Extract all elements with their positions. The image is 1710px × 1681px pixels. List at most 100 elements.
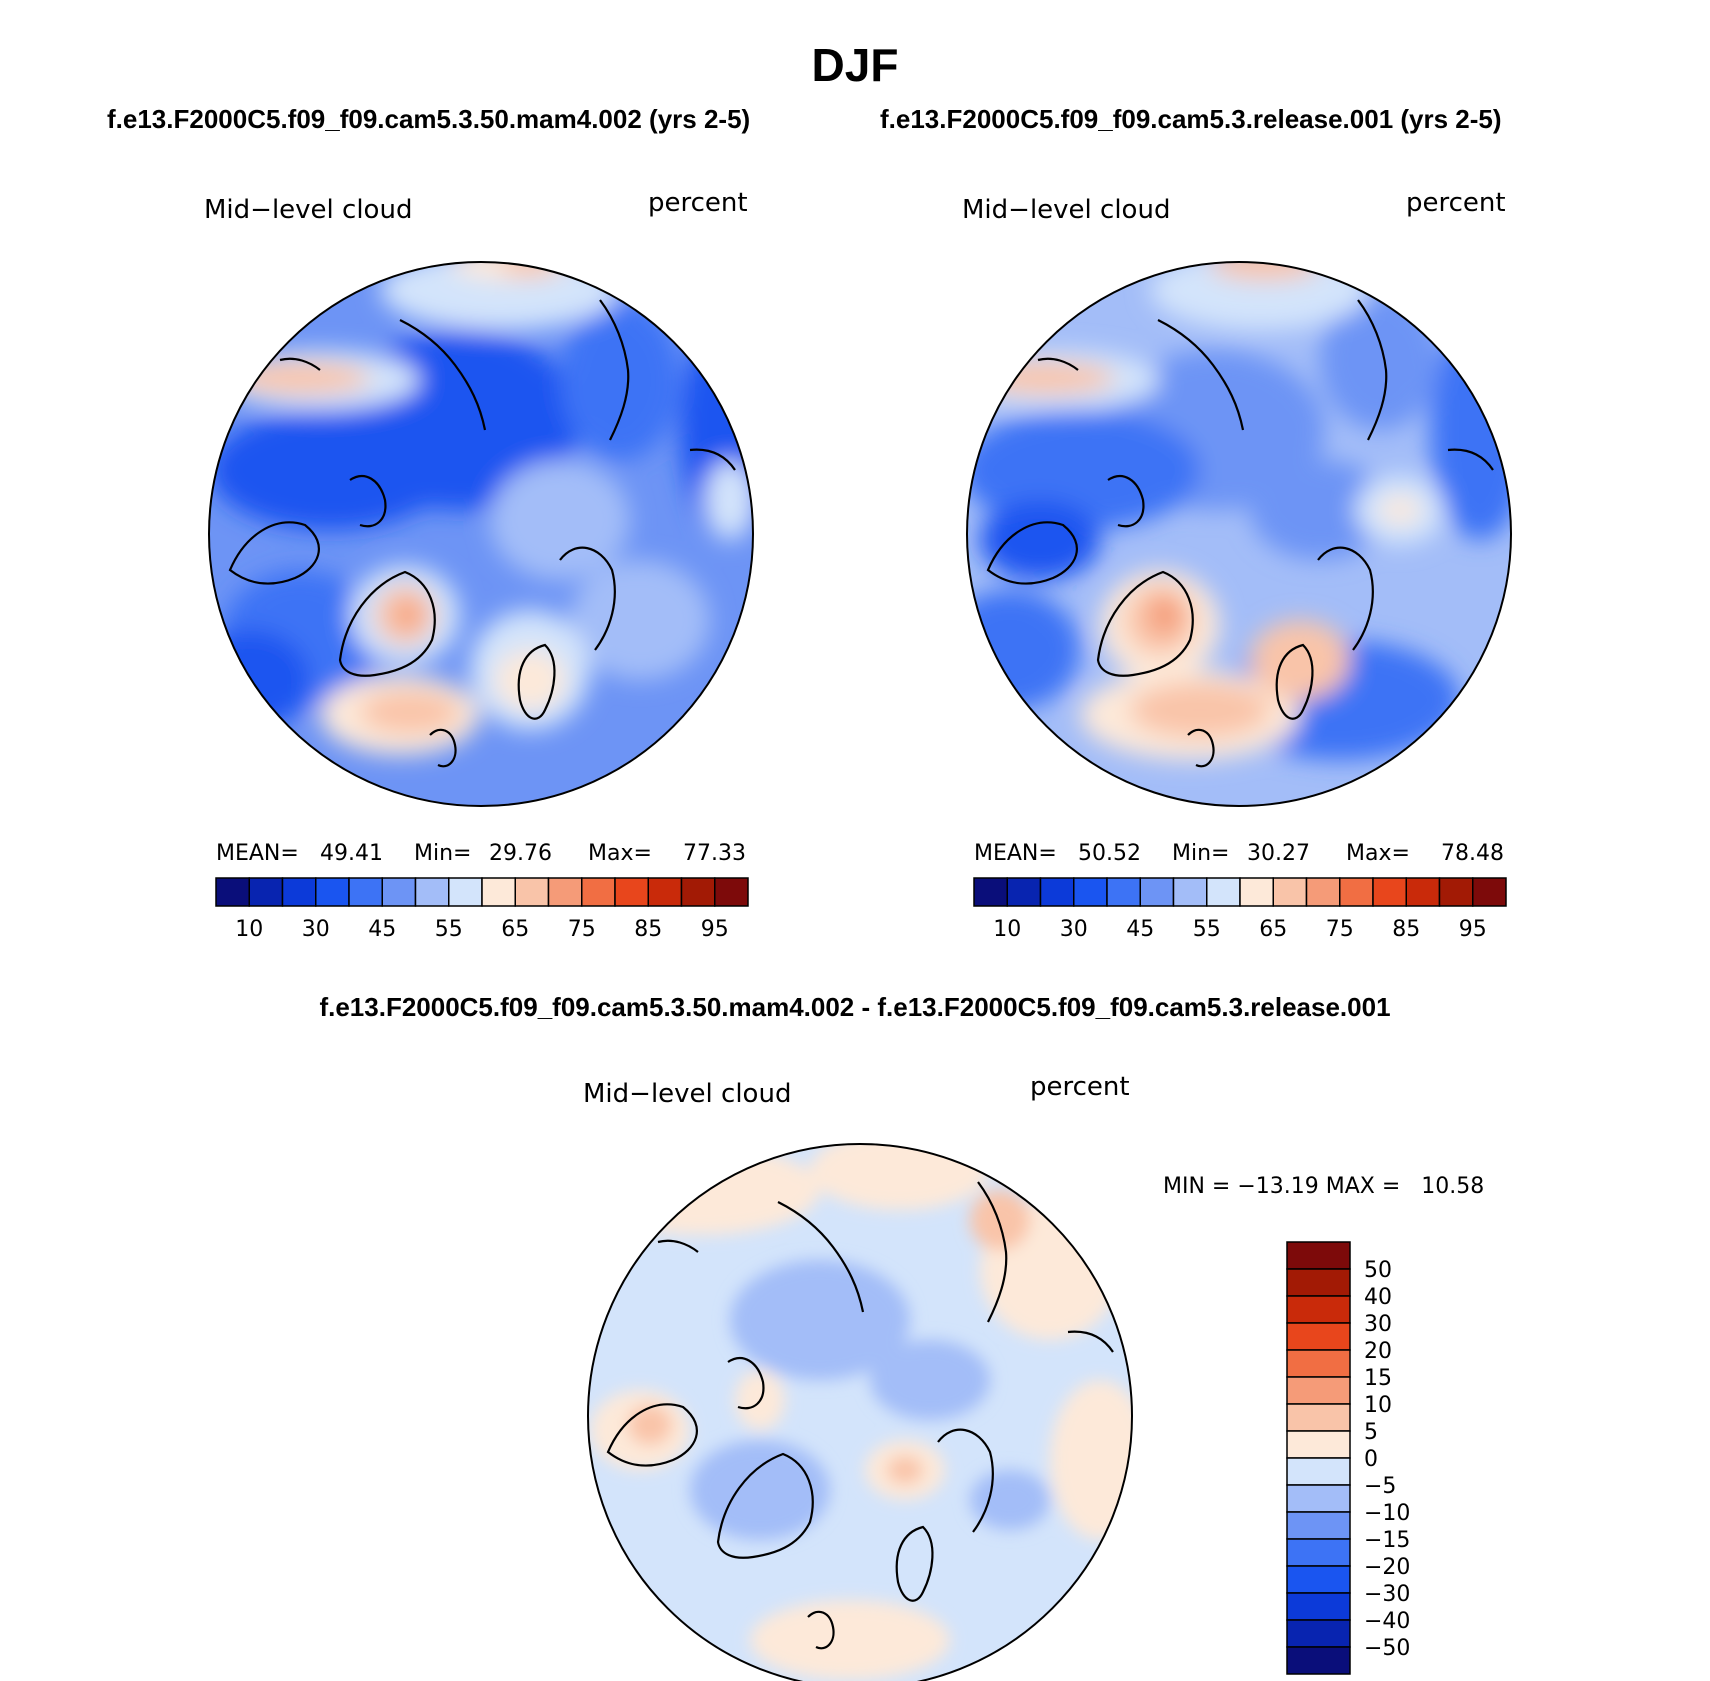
colorbar-right-swatch <box>1139 877 1175 907</box>
colorbar-diff-tick-label: −40 <box>1364 1609 1410 1634</box>
mean-value-right: 50.52 <box>1078 841 1141 866</box>
colorbar-left-swatch <box>647 877 683 907</box>
colorbar-diff-tick-label: −10 <box>1364 1501 1410 1526</box>
variable-label-right: Mid−level cloud <box>962 195 1170 225</box>
min-value-left: 29.76 <box>489 841 552 866</box>
colorbar-right-swatch <box>1006 877 1042 907</box>
colorbar-right-swatch <box>1472 877 1507 907</box>
colorbar-diff-tick-label: 20 <box>1364 1339 1392 1364</box>
colorbar-right-swatch <box>1405 877 1441 907</box>
coastlines-diff <box>606 1181 1114 1650</box>
coastlines-left <box>228 299 736 768</box>
colorbar-right-swatch <box>1305 877 1341 907</box>
colorbar-right: 10 30 45 55 65 75 85 95 <box>973 877 1507 942</box>
case-right-title: f.e13.F2000C5.f09_f09.cam5.3.release.001… <box>880 104 1502 134</box>
colorbar-diff-swatch <box>1286 1322 1351 1351</box>
colorbar-left-tick-label: 65 <box>501 917 529 942</box>
colorbar-diff-swatch <box>1286 1295 1351 1324</box>
colorbar-diff-tick-label: −5 <box>1364 1474 1396 1499</box>
map-right <box>967 262 1511 806</box>
colorbar-diff-swatch <box>1286 1538 1351 1567</box>
max-label-right: Max= <box>1346 841 1410 866</box>
panel-diff: Mid−level cloud percent <box>583 1072 1484 1681</box>
colorbar-left-tick-label: 75 <box>568 917 596 942</box>
figure-title: DJF <box>811 39 899 91</box>
colorbar-right-tick-label: 55 <box>1193 917 1221 942</box>
colorbar-left-swatch <box>281 877 317 907</box>
colorbar-left-swatch <box>481 877 516 907</box>
variable-label-diff: Mid−level cloud <box>583 1079 791 1109</box>
colorbar-diff-tick-label: 5 <box>1364 1420 1378 1445</box>
colorbar-left-swatch <box>547 877 583 907</box>
colorbar-diff-tick-label: 40 <box>1364 1285 1392 1310</box>
panel-right: Mid−level cloud percent <box>962 188 1512 942</box>
colorbar-right-tick-label: 10 <box>993 917 1021 942</box>
case-left-title: f.e13.F2000C5.f09_f09.cam5.3.50.mam4.002… <box>107 104 751 134</box>
colorbar-left-swatch <box>315 877 350 907</box>
colorbar-left-swatch <box>581 877 616 907</box>
colorbar-diff-tick-label: 30 <box>1364 1312 1392 1337</box>
colorbar-diff-tick-label: 10 <box>1364 1393 1392 1418</box>
max-label-left: Max= <box>588 841 652 866</box>
colorbar-left-swatch <box>614 877 649 907</box>
colorbar-diff-tick-label: −30 <box>1364 1582 1410 1607</box>
mean-label-left: MEAN= <box>216 841 299 866</box>
colorbar-left-tick-label: 10 <box>235 917 263 942</box>
mean-label-right: MEAN= <box>974 841 1057 866</box>
colorbar-right-swatch <box>1206 877 1241 907</box>
map-border-diff <box>587 1143 1133 1681</box>
colorbar-right-swatch <box>973 877 1008 907</box>
map-border-right <box>966 261 1512 807</box>
colorbar-diff-swatch <box>1286 1403 1351 1432</box>
map-left <box>209 262 753 806</box>
colorbar-diff-tick-label: 15 <box>1364 1366 1392 1391</box>
colorbar-left-swatch <box>448 877 483 907</box>
colorbar-left-tick-label: 30 <box>302 917 330 942</box>
colorbar-right-swatch <box>1073 877 1108 907</box>
colorbar-right-swatch <box>1272 877 1308 907</box>
units-label-left: percent <box>648 188 748 218</box>
mean-value-left: 49.41 <box>320 841 383 866</box>
diff-title: f.e13.F2000C5.f09_f09.cam5.3.50.mam4.002… <box>319 992 1391 1022</box>
coastlines-right <box>986 299 1494 768</box>
colorbar-left-tick-label: 55 <box>435 917 463 942</box>
colorbar-diff-swatch <box>1286 1430 1351 1459</box>
colorbar-left-tick-label: 45 <box>368 917 396 942</box>
units-label-diff: percent <box>1030 1072 1130 1102</box>
map-border-left <box>208 261 754 807</box>
colorbar-diff-swatch <box>1286 1646 1351 1675</box>
colorbar-diff-tick-label: 50 <box>1364 1258 1392 1283</box>
colorbar-diff-swatch <box>1286 1511 1351 1540</box>
colorbar-diff-tick-label: −50 <box>1364 1636 1410 1661</box>
colorbar-right-swatch <box>1172 877 1208 907</box>
colorbar-diff-swatch <box>1286 1484 1351 1513</box>
colorbar-right-tick-label: 65 <box>1259 917 1287 942</box>
colorbar-diff-tick-label: −20 <box>1364 1555 1410 1580</box>
colorbar-diff-swatch <box>1286 1457 1351 1486</box>
colorbar-right-swatch <box>1039 877 1075 907</box>
min-value-right: 30.27 <box>1247 841 1310 866</box>
variable-label-left: Mid−level cloud <box>204 195 412 225</box>
minmax-diff: MIN = −13.19 MAX = 10.58 <box>1163 1174 1484 1199</box>
colorbar-right-swatch <box>1239 877 1274 907</box>
max-value-left: 77.33 <box>683 841 746 866</box>
colorbar-right-swatch <box>1106 877 1141 907</box>
colorbar-left-tick-label: 95 <box>701 917 729 942</box>
units-label-right: percent <box>1406 188 1506 218</box>
max-value-right: 78.48 <box>1441 841 1504 866</box>
panel-left: Mid−level cloud percent <box>204 188 754 942</box>
colorbar-right-tick-label: 45 <box>1126 917 1154 942</box>
min-label-left: Min= <box>414 841 471 866</box>
colorbar-right-swatch <box>1372 877 1407 907</box>
min-label-right: Min= <box>1172 841 1229 866</box>
colorbar-diff-tick-label: 0 <box>1364 1447 1378 1472</box>
colorbar-right-tick-label: 75 <box>1326 917 1354 942</box>
colorbar-diff-swatch <box>1286 1565 1351 1594</box>
colorbar-left-swatch <box>714 877 749 907</box>
colorbar-left-swatch <box>381 877 417 907</box>
map-diff <box>588 1144 1132 1681</box>
colorbar-right-tick-label: 95 <box>1459 917 1487 942</box>
colorbar-diff-swatch <box>1286 1349 1351 1378</box>
